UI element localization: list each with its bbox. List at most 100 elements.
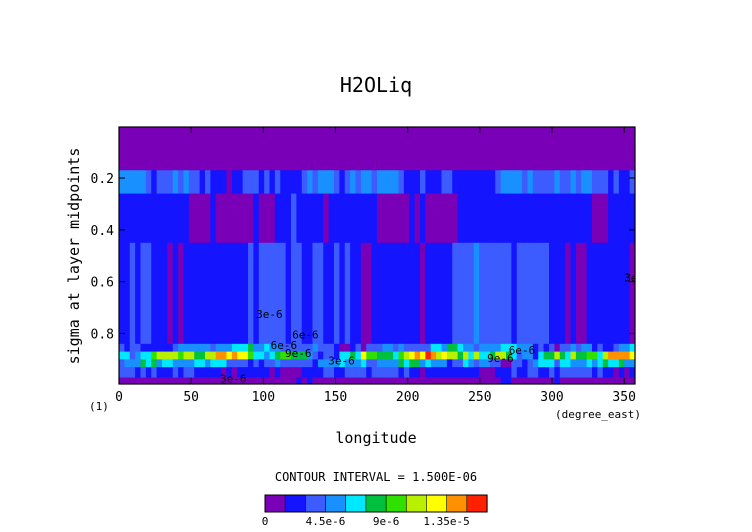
field-cell — [516, 367, 523, 378]
field-cell — [328, 127, 335, 171]
field-cell — [274, 359, 281, 368]
colorbar-swatch — [405, 494, 428, 513]
field-cell — [188, 351, 195, 360]
field-cell — [581, 127, 588, 171]
field-cell — [581, 377, 588, 384]
field-cell — [280, 170, 287, 194]
field-cell — [188, 170, 195, 194]
field-cell — [205, 377, 211, 384]
field-cell — [398, 170, 405, 194]
field-cell — [162, 367, 168, 378]
field-cell — [145, 367, 152, 378]
field-cell — [350, 351, 357, 360]
field-cell — [506, 127, 512, 171]
field-cell — [382, 170, 389, 194]
field-cell — [328, 343, 335, 353]
field-cell — [366, 359, 373, 368]
field-cell — [151, 242, 158, 345]
field-cell — [602, 343, 609, 353]
field-cell — [199, 193, 206, 244]
field-cell — [554, 367, 561, 378]
field-cell — [371, 359, 378, 368]
field-cell — [231, 359, 238, 368]
field-cell — [371, 127, 378, 171]
field-cell — [215, 367, 222, 378]
field-cell — [592, 359, 598, 368]
field-cell — [162, 359, 168, 368]
field-cell — [516, 377, 523, 384]
field-cell — [135, 359, 142, 368]
field-cell — [570, 343, 577, 353]
contour-label: 9e-6 — [285, 347, 312, 360]
field-cell — [210, 242, 217, 345]
field-cell — [495, 127, 502, 171]
field-cell — [350, 170, 357, 194]
field-cell — [156, 193, 163, 244]
field-cell — [489, 127, 496, 171]
field-cell — [151, 343, 158, 353]
field-cell — [409, 343, 416, 353]
field-cell — [183, 127, 190, 171]
field-cell — [151, 193, 158, 244]
field-cell — [549, 359, 555, 368]
field-cell — [258, 193, 265, 244]
field-cell — [221, 343, 228, 353]
field-cell — [371, 193, 378, 244]
field-cell — [446, 127, 453, 171]
field-cell — [355, 127, 362, 171]
field-cell — [597, 343, 604, 353]
field-cell — [301, 242, 308, 345]
field-cell — [575, 359, 582, 368]
field-cell — [479, 367, 486, 378]
field-cell — [242, 242, 249, 345]
field-cell — [414, 343, 421, 353]
field-cell — [382, 193, 389, 244]
field-cell — [484, 367, 491, 378]
field-cell — [538, 127, 545, 171]
plot-frame — [118, 126, 636, 385]
colorbar-swatch — [365, 494, 387, 513]
field-cell — [581, 170, 588, 194]
field-cell — [527, 377, 534, 384]
colorbar — [264, 494, 488, 513]
field-cell — [409, 367, 416, 378]
field-cell — [291, 377, 297, 384]
field-cell — [527, 170, 534, 194]
field-cell — [532, 127, 539, 171]
field-cell — [231, 343, 238, 353]
field-cell — [280, 343, 287, 353]
field-cell — [387, 343, 394, 353]
field-cell — [506, 343, 512, 353]
y-tick-label: 0.6 — [91, 276, 114, 291]
field-cell — [495, 343, 502, 353]
field-cell — [398, 193, 405, 244]
field-cell — [613, 127, 620, 171]
field-cell — [258, 367, 265, 378]
field-cell — [317, 242, 324, 345]
field-cell — [194, 127, 201, 171]
field-cell — [135, 351, 142, 360]
field-cell — [602, 351, 609, 360]
field-cell — [570, 193, 577, 244]
field-cell — [602, 377, 609, 384]
x-tick-label: 100 — [252, 390, 275, 405]
field-cell — [420, 351, 426, 360]
field-cell — [592, 127, 598, 171]
field-cell — [597, 351, 604, 360]
field-cell — [613, 377, 620, 384]
field-cell — [242, 377, 249, 384]
field-cell — [140, 127, 147, 171]
field-cell — [264, 351, 271, 360]
field-cell — [264, 367, 271, 378]
field-cell — [543, 127, 550, 171]
field-cell — [339, 351, 346, 360]
field-cell — [377, 377, 383, 384]
field-cell — [183, 367, 190, 378]
field-cell — [135, 170, 142, 194]
field-cell — [549, 343, 555, 353]
field-cell — [156, 127, 163, 171]
field-cell — [205, 193, 211, 244]
field-cell — [538, 367, 545, 378]
field-cell — [554, 377, 561, 384]
field-cell — [334, 127, 340, 171]
